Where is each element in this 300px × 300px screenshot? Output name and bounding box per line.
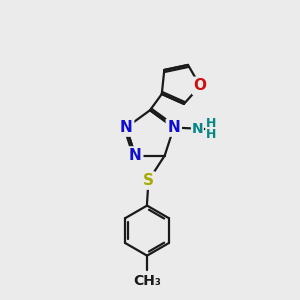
Text: H: H (206, 117, 217, 130)
Text: N: N (192, 122, 203, 136)
Text: N: N (120, 120, 133, 135)
Text: O: O (194, 78, 207, 93)
Text: N: N (167, 120, 180, 135)
Text: N: N (129, 148, 142, 163)
Text: S: S (143, 173, 154, 188)
Text: CH₃: CH₃ (133, 274, 161, 288)
Text: H: H (206, 128, 217, 141)
